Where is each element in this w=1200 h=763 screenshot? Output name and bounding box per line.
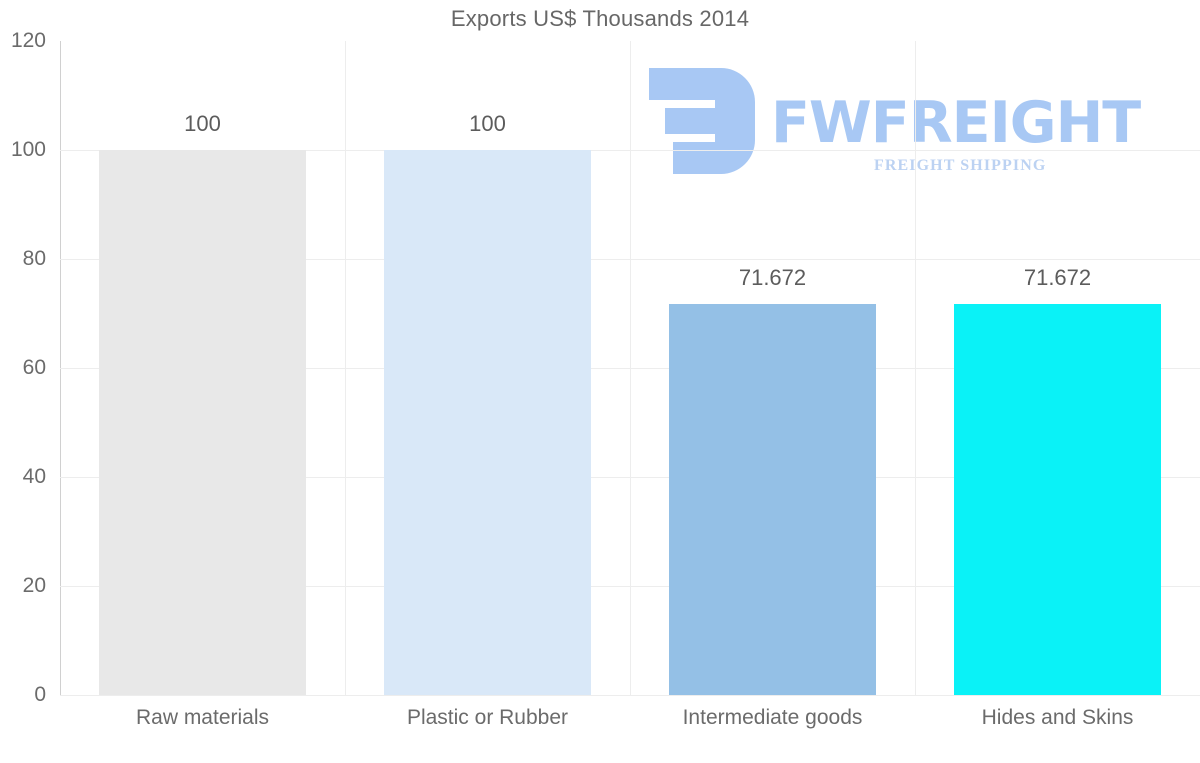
y-axis-tick-label: 40 <box>22 465 46 488</box>
bar-value-label: 71.672 <box>1023 265 1092 290</box>
bar-value-label: 100 <box>184 111 221 136</box>
gridline-vertical <box>915 41 916 695</box>
gridline-vertical <box>630 41 631 695</box>
gridline-vertical <box>345 41 346 695</box>
plot-area: 0 20 40 60 80 100 120 100 100 71.672 71.672 <box>11 29 1200 706</box>
y-axis-tick-label: 0 <box>34 683 46 706</box>
bar-value-label: 100 <box>469 111 506 136</box>
x-axis-tick-label: Plastic or Rubber <box>406 706 569 729</box>
x-axis-tick-label: Hides and Skins <box>981 706 1134 729</box>
bar-value-label: 71.672 <box>738 265 807 290</box>
y-axis-tick-label: 60 <box>22 356 46 379</box>
y-axis-tick-label: 100 <box>10 138 46 161</box>
bar-3[interactable] <box>669 304 876 695</box>
y-axis-tick-label: 20 <box>22 574 46 597</box>
gridline-horizontal <box>60 695 1200 696</box>
y-axis-tick-label: 80 <box>22 247 46 270</box>
x-axis-tick-label: Raw materials <box>135 706 270 729</box>
bar-1[interactable] <box>99 150 306 695</box>
y-axis-tick-label: 120 <box>10 29 46 52</box>
bar-4[interactable] <box>954 304 1161 695</box>
chart-title: Exports US$ Thousands 2014 <box>450 6 750 31</box>
bar-2[interactable] <box>384 150 591 695</box>
x-axis-tick-label: Intermediate goods <box>682 706 863 729</box>
